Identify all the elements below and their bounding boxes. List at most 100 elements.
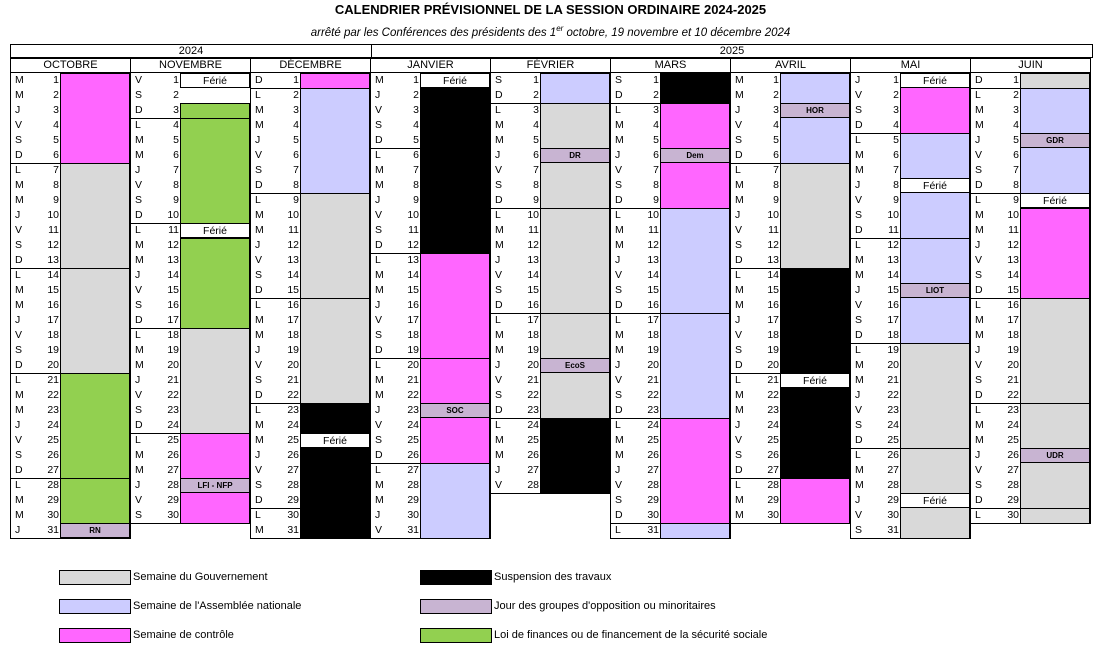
day-number: 31 bbox=[47, 524, 59, 536]
day-number: 17 bbox=[1007, 314, 1019, 326]
day-number: 21 bbox=[887, 374, 899, 386]
weekday-letter: L bbox=[855, 239, 861, 251]
week-block-an bbox=[540, 73, 610, 104]
legend-swatch bbox=[59, 628, 131, 643]
weekday-letter: L bbox=[615, 104, 621, 116]
weekday-letter: D bbox=[15, 149, 23, 161]
week-block-ctrl bbox=[780, 478, 850, 524]
weekday-letter: M bbox=[855, 269, 864, 281]
weekday-letter: J bbox=[855, 389, 861, 401]
weekday-letter: M bbox=[735, 494, 744, 506]
day-number: 12 bbox=[887, 239, 899, 251]
day-number: 17 bbox=[167, 314, 179, 326]
week-separator bbox=[731, 163, 851, 164]
day-number: 19 bbox=[407, 344, 419, 356]
weekday-letter: V bbox=[975, 464, 983, 476]
day-number: 18 bbox=[767, 329, 779, 341]
weekday-letter: V bbox=[255, 464, 263, 476]
day-number: 27 bbox=[647, 464, 659, 476]
weekday-letter: L bbox=[255, 194, 261, 206]
month-header: DÉCEMBRE bbox=[250, 58, 371, 73]
week-separator bbox=[971, 88, 1091, 89]
weekday-letter: L bbox=[615, 524, 621, 536]
month-column: M 1 J 2 V 3 S 4 D 5 L 6 M 7 M 8 J 9 V 10 S 11 D 12 L 13 M 14 M 15 J 16 V… bbox=[370, 73, 491, 539]
day-number: 5 bbox=[653, 134, 659, 146]
weekday-letter: M bbox=[135, 449, 144, 461]
day-number: 6 bbox=[413, 149, 419, 161]
day-number: 18 bbox=[47, 329, 59, 341]
day-number: 15 bbox=[527, 284, 539, 296]
day-number: 7 bbox=[173, 164, 179, 176]
weekday-letter: D bbox=[375, 239, 383, 251]
weekday-letter: V bbox=[855, 89, 863, 101]
day-number: 9 bbox=[53, 194, 59, 206]
opposition-day-label: HOR bbox=[780, 103, 850, 118]
day-number: 22 bbox=[407, 389, 419, 401]
weekday-letter: J bbox=[495, 149, 501, 161]
day-number: 30 bbox=[47, 509, 59, 521]
weekday-letter: M bbox=[735, 179, 744, 191]
weekday-letter: S bbox=[855, 104, 863, 116]
week-block-fin bbox=[180, 103, 250, 224]
day-number: 17 bbox=[527, 314, 539, 326]
day-number: 1 bbox=[413, 74, 419, 86]
week-separator bbox=[971, 403, 1091, 404]
weekday-letter: M bbox=[15, 299, 24, 311]
weekday-letter: M bbox=[975, 119, 984, 131]
day-number: 10 bbox=[47, 209, 59, 221]
day-number: 4 bbox=[653, 119, 659, 131]
week-separator bbox=[731, 478, 851, 479]
weekday-letter: V bbox=[15, 434, 23, 446]
opposition-day-label: LFI - NFP bbox=[180, 478, 250, 493]
weekday-letter: D bbox=[615, 299, 623, 311]
weekday-letter: V bbox=[375, 104, 383, 116]
weekday-letter: L bbox=[15, 374, 21, 386]
weekday-letter: S bbox=[135, 89, 143, 101]
weekday-letter: V bbox=[135, 179, 143, 191]
weekday-letter: L bbox=[855, 449, 861, 461]
weekday-letter: M bbox=[495, 119, 504, 131]
weekday-letter: V bbox=[975, 359, 983, 371]
day-number: 19 bbox=[647, 344, 659, 356]
weekday-letter: M bbox=[135, 254, 144, 266]
day-number: 20 bbox=[527, 359, 539, 371]
weekday-letter: D bbox=[495, 194, 503, 206]
day-number: 10 bbox=[647, 209, 659, 221]
day-number: 27 bbox=[47, 464, 59, 476]
weekday-letter: L bbox=[975, 509, 981, 521]
weekday-letter: V bbox=[15, 329, 23, 341]
day-number: 4 bbox=[413, 119, 419, 131]
weekday-letter: S bbox=[495, 284, 503, 296]
weekday-letter: D bbox=[615, 509, 623, 521]
week-separator bbox=[851, 238, 971, 239]
weekday-letter: D bbox=[855, 224, 863, 236]
weekday-letter: D bbox=[975, 284, 983, 296]
day-number: 15 bbox=[167, 284, 179, 296]
opposition-day-label: SOC bbox=[420, 403, 490, 418]
weekday-letter: D bbox=[735, 359, 743, 371]
weekday-letter: S bbox=[615, 284, 623, 296]
holiday-label: Férié bbox=[780, 373, 850, 388]
week-separator bbox=[371, 358, 491, 359]
weekday-letter: L bbox=[495, 209, 501, 221]
day-number: 30 bbox=[647, 509, 659, 521]
day-number: 20 bbox=[1007, 359, 1019, 371]
weekday-letter: S bbox=[615, 389, 623, 401]
weekday-letter: D bbox=[735, 464, 743, 476]
day-number: 15 bbox=[1007, 284, 1019, 296]
weekday-letter: V bbox=[135, 284, 143, 296]
weekday-letter: M bbox=[735, 389, 744, 401]
day-number: 12 bbox=[287, 239, 299, 251]
weekday-letter: S bbox=[15, 134, 23, 146]
day-number: 27 bbox=[767, 464, 779, 476]
legend-label: Semaine de contrôle bbox=[133, 629, 234, 641]
weekday-letter: M bbox=[615, 329, 624, 341]
day-number: 21 bbox=[527, 374, 539, 386]
day-number: 29 bbox=[767, 494, 779, 506]
weekday-letter: M bbox=[375, 389, 384, 401]
day-number: 24 bbox=[407, 419, 419, 431]
opposition-day-label: EcoS bbox=[540, 358, 610, 373]
day-number: 15 bbox=[47, 284, 59, 296]
day-number: 15 bbox=[287, 284, 299, 296]
